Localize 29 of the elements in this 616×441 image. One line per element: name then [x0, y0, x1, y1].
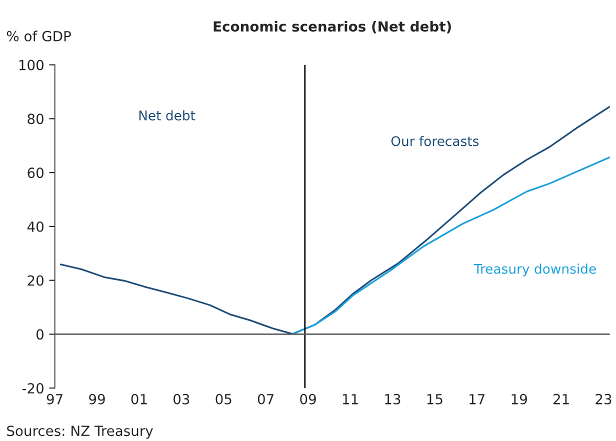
text: Treasury downside: [474, 264, 596, 276]
x-tick-label: 11: [342, 394, 358, 404]
y-tick-label: 60: [28, 168, 44, 178]
annotation: Net debt: [139, 110, 196, 120]
x-tick-label: 19: [512, 394, 527, 404]
x-tick-label: 09: [300, 394, 316, 404]
x-tick-label: 23: [596, 394, 612, 404]
x-tick-label: 99: [89, 394, 105, 404]
x-tick-label: 97: [46, 394, 62, 404]
x-tick-label: 03: [174, 394, 190, 404]
x-tick-label: 01: [131, 394, 147, 404]
x-tick-label: 21: [553, 394, 569, 404]
y-tick-label: 0: [36, 329, 44, 340]
y-tick-label: -20: [22, 383, 44, 394]
x-tick-label: 07: [258, 394, 274, 404]
y-tick-label: 20: [28, 275, 44, 286]
y-tick-label: 80: [28, 114, 44, 124]
x-tick-label: 15: [427, 394, 442, 404]
text: Our forecasts: [391, 136, 479, 146]
x-tick-label: 13: [385, 394, 400, 404]
source-note: Sources: NZ Treasury: [7, 426, 153, 439]
y-axis-title: % of GDP: [6, 30, 71, 42]
line-series: [292, 156, 610, 335]
x-tick-label: 17: [470, 394, 485, 404]
y-tick-label: 100: [19, 60, 44, 70]
line-series: [60, 106, 610, 335]
y-tick-label: 40: [27, 221, 44, 232]
x-tick-label: 05: [216, 394, 232, 404]
chart-title: Economic scenarios (Net debt): [214, 20, 451, 34]
